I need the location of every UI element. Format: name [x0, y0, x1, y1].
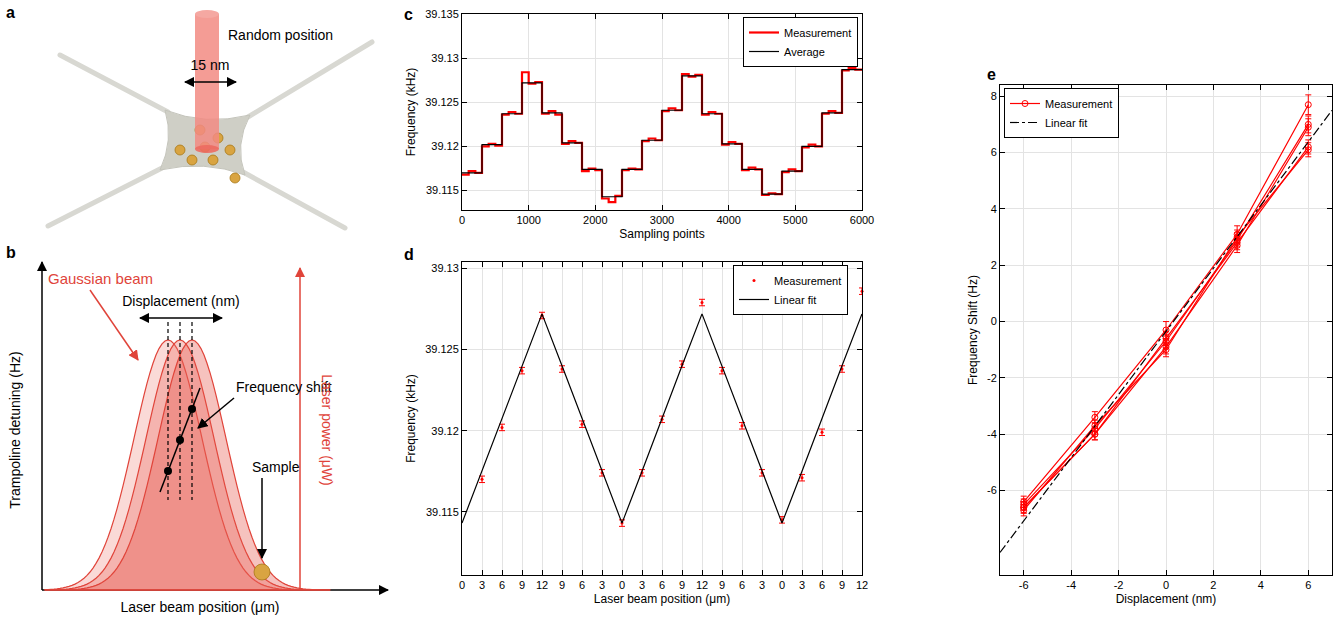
svg-text:Trampoline detuning (Hz): Trampoline detuning (Hz) [7, 351, 23, 508]
svg-text:Frequency (kHz): Frequency (kHz) [404, 68, 418, 157]
svg-text:Measurement: Measurement [1045, 98, 1112, 110]
svg-text:Frequency (kHz): Frequency (kHz) [404, 374, 418, 463]
svg-text:3: 3 [599, 579, 605, 591]
svg-text:3000: 3000 [650, 214, 674, 226]
svg-text:39.12: 39.12 [431, 140, 459, 152]
svg-text:2: 2 [991, 259, 997, 271]
svg-text:Sample: Sample [252, 459, 300, 475]
svg-text:6: 6 [739, 579, 745, 591]
svg-text:-4: -4 [1066, 579, 1076, 591]
svg-text:39.12: 39.12 [431, 425, 459, 437]
svg-text:15 nm: 15 nm [191, 57, 230, 73]
svg-text:1000: 1000 [516, 214, 540, 226]
svg-text:Sampling points: Sampling points [619, 227, 704, 241]
svg-text:6: 6 [991, 146, 997, 158]
svg-text:-4: -4 [987, 428, 997, 440]
svg-text:8: 8 [991, 90, 997, 102]
svg-text:2000: 2000 [583, 214, 607, 226]
svg-text:39.125: 39.125 [425, 96, 459, 108]
svg-text:Average: Average [784, 46, 825, 58]
svg-text:9: 9 [839, 579, 845, 591]
svg-text:c: c [404, 6, 413, 23]
svg-text:6: 6 [579, 579, 585, 591]
svg-text:39.115: 39.115 [426, 506, 459, 518]
svg-text:0: 0 [459, 214, 465, 226]
svg-text:6: 6 [819, 579, 825, 591]
svg-text:-2: -2 [987, 372, 997, 384]
svg-text:Frequency shift: Frequency shift [236, 379, 332, 395]
svg-text:3: 3 [759, 579, 765, 591]
svg-text:12: 12 [856, 579, 868, 591]
svg-text:9: 9 [519, 579, 525, 591]
svg-text:-2: -2 [1114, 579, 1124, 591]
svg-text:b: b [6, 244, 16, 261]
svg-text:0: 0 [459, 579, 465, 591]
svg-text:6000: 6000 [850, 214, 874, 226]
svg-text:e: e [987, 66, 996, 83]
svg-text:Random position: Random position [228, 27, 333, 43]
svg-text:0: 0 [991, 315, 997, 327]
svg-text:Displacement (nm): Displacement (nm) [1116, 592, 1217, 606]
svg-text:0: 0 [619, 579, 625, 591]
svg-text:39.13: 39.13 [431, 52, 459, 64]
svg-text:Gaussian beam: Gaussian beam [48, 270, 153, 287]
svg-text:3: 3 [799, 579, 805, 591]
svg-text:9: 9 [559, 579, 565, 591]
svg-text:12: 12 [696, 579, 708, 591]
svg-text:4: 4 [1258, 579, 1264, 591]
svg-text:4000: 4000 [716, 214, 740, 226]
svg-text:Measurement: Measurement [774, 275, 841, 287]
svg-text:3: 3 [479, 579, 485, 591]
svg-text:Laser power (μW): Laser power (μW) [319, 374, 335, 486]
svg-text:39.13: 39.13 [431, 262, 459, 274]
svg-text:d: d [404, 246, 414, 263]
svg-text:Linear fit: Linear fit [774, 294, 816, 306]
svg-text:0: 0 [779, 579, 785, 591]
svg-text:Laser beam position (μm): Laser beam position (μm) [120, 599, 279, 615]
svg-text:9: 9 [679, 579, 685, 591]
svg-text:2: 2 [1210, 579, 1216, 591]
svg-text:-6: -6 [987, 484, 997, 496]
svg-text:Linear fit: Linear fit [1045, 117, 1087, 129]
svg-text:0: 0 [1163, 579, 1169, 591]
svg-text:6: 6 [1305, 579, 1311, 591]
svg-text:6: 6 [499, 579, 505, 591]
svg-text:-6: -6 [1019, 579, 1029, 591]
svg-text:Displacement (nm): Displacement (nm) [122, 293, 239, 309]
svg-text:Measurement: Measurement [784, 27, 851, 39]
svg-text:a: a [6, 4, 15, 21]
svg-text:3: 3 [639, 579, 645, 591]
svg-text:39.125: 39.125 [425, 343, 459, 355]
svg-text:12: 12 [536, 579, 548, 591]
svg-text:6: 6 [659, 579, 665, 591]
svg-text:9: 9 [719, 579, 725, 591]
svg-text:4: 4 [991, 203, 997, 215]
svg-text:39.135: 39.135 [425, 8, 459, 20]
svg-text:Frequency Shift (Hz): Frequency Shift (Hz) [966, 275, 980, 385]
svg-text:Laser beam position (μm): Laser beam position (μm) [594, 592, 730, 606]
svg-text:5000: 5000 [783, 214, 807, 226]
svg-text:39.115: 39.115 [426, 184, 459, 196]
